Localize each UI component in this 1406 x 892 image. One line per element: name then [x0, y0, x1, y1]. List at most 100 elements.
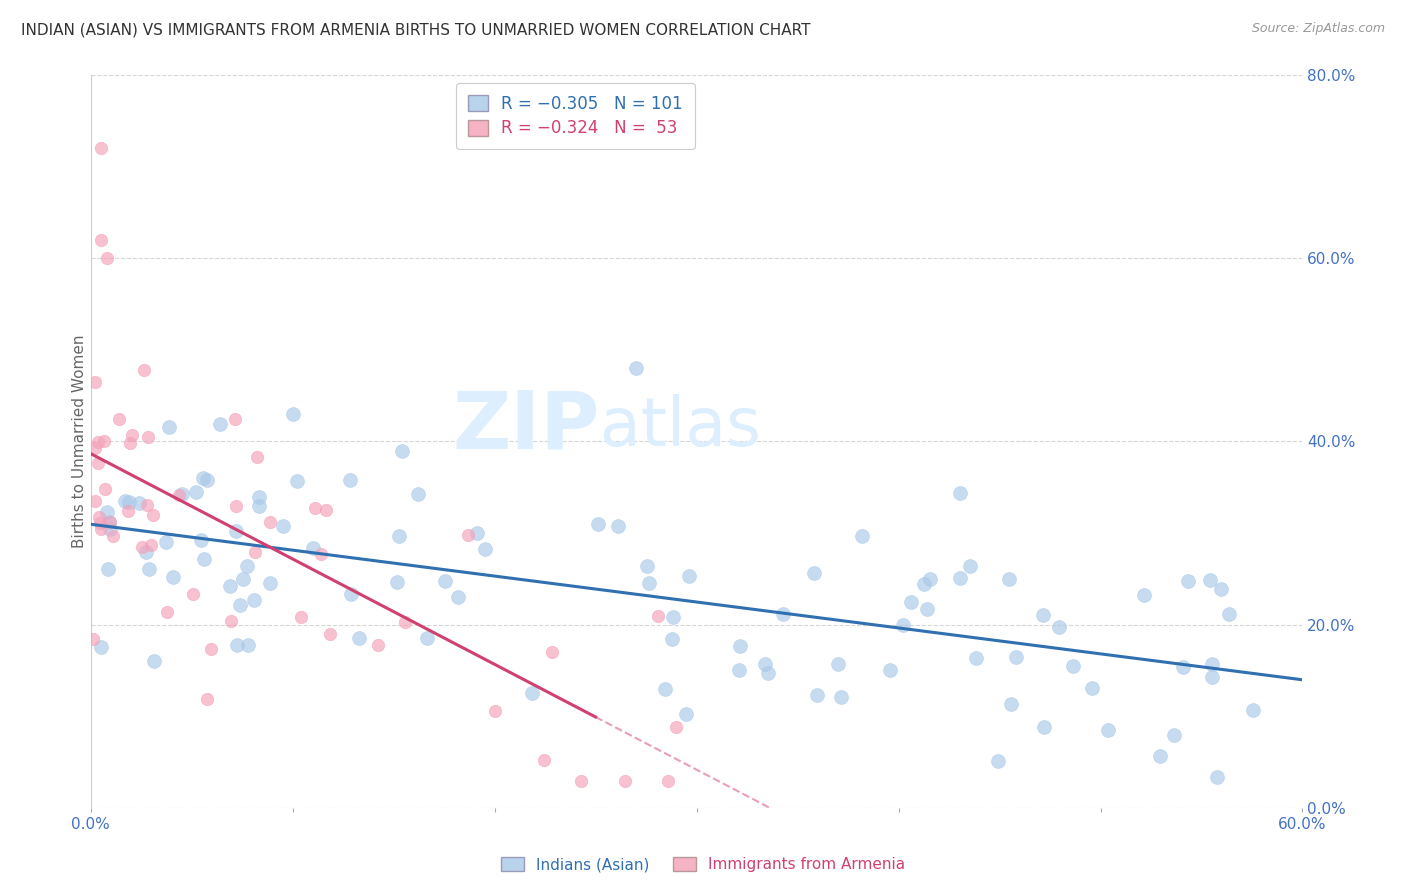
Point	[638, 576, 661, 591]
Point	[97, 561, 120, 575]
Text: Source: ZipAtlas.com: Source: ZipAtlas.com	[1251, 22, 1385, 36]
Point	[1032, 720, 1054, 734]
Text: INDIAN (ASIAN) VS IMMIGRANTS FROM ARMENIA BIRTHS TO UNMARRIED WOMEN CORRELATION : INDIAN (ASIAN) VS IMMIGRANTS FROM ARMENI…	[21, 22, 811, 37]
Legend: Indians (Asian), Immigrants from Armenia: Indians (Asian), Immigrants from Armenia	[494, 849, 912, 880]
Point	[1177, 574, 1199, 589]
Point	[830, 690, 852, 705]
Point	[83, 441, 105, 455]
Point	[484, 705, 506, 719]
Y-axis label: Births to Unmarried Women: Births to Unmarried Women	[72, 334, 87, 549]
Point	[131, 540, 153, 554]
Point	[90, 640, 112, 655]
Point	[949, 485, 972, 500]
Point	[90, 141, 112, 155]
Point	[87, 434, 110, 449]
Point	[155, 534, 177, 549]
Point	[987, 755, 1010, 769]
Point	[912, 577, 935, 591]
Point	[1000, 697, 1022, 711]
Point	[98, 522, 121, 536]
Point	[232, 572, 254, 586]
Point	[434, 574, 457, 588]
Point	[998, 572, 1021, 586]
Point	[259, 515, 281, 529]
Point	[406, 486, 429, 500]
Point	[128, 496, 150, 510]
Point	[569, 773, 592, 788]
Point	[920, 572, 942, 586]
Point	[162, 570, 184, 584]
Point	[108, 412, 131, 426]
Point	[675, 706, 697, 721]
Point	[661, 632, 683, 646]
Point	[394, 615, 416, 629]
Legend: R = −0.305   N = 101, R = −0.324   N =  53: R = −0.305 N = 101, R = −0.324 N = 53	[456, 83, 695, 149]
Point	[243, 592, 266, 607]
Point	[96, 505, 118, 519]
Text: ZIP: ZIP	[453, 388, 599, 466]
Point	[259, 575, 281, 590]
Point	[851, 529, 873, 543]
Point	[236, 559, 259, 574]
Point	[181, 587, 204, 601]
Point	[1201, 669, 1223, 683]
Point	[97, 515, 120, 529]
Point	[1032, 608, 1054, 623]
Point	[219, 614, 242, 628]
Point	[1097, 723, 1119, 737]
Point	[136, 499, 159, 513]
Point	[1201, 657, 1223, 672]
Point	[457, 528, 479, 542]
Point	[195, 692, 218, 706]
Point	[678, 569, 700, 583]
Point	[93, 434, 115, 449]
Point	[90, 233, 112, 247]
Point	[1199, 573, 1222, 587]
Point	[120, 436, 142, 450]
Point	[465, 526, 488, 541]
Point	[224, 411, 246, 425]
Point	[416, 631, 439, 645]
Point	[82, 632, 104, 647]
Point	[1171, 659, 1194, 673]
Point	[94, 483, 117, 497]
Point	[540, 645, 562, 659]
Point	[533, 753, 555, 767]
Point	[247, 490, 270, 504]
Point	[228, 598, 250, 612]
Point	[118, 495, 141, 509]
Point	[387, 529, 409, 543]
Point	[190, 533, 212, 547]
Point	[98, 515, 121, 529]
Point	[225, 638, 247, 652]
Point	[139, 538, 162, 552]
Point	[657, 773, 679, 788]
Point	[728, 639, 751, 653]
Point	[155, 605, 177, 619]
Point	[1047, 620, 1070, 634]
Point	[315, 503, 337, 517]
Point	[193, 552, 215, 566]
Point	[772, 607, 794, 621]
Point	[806, 688, 828, 702]
Point	[309, 547, 332, 561]
Point	[304, 501, 326, 516]
Point	[1241, 703, 1264, 717]
Point	[247, 500, 270, 514]
Point	[965, 650, 987, 665]
Point	[167, 487, 190, 501]
Point	[1081, 681, 1104, 695]
Point	[340, 587, 363, 601]
Point	[664, 720, 686, 734]
Point	[121, 427, 143, 442]
Point	[142, 508, 165, 522]
Point	[281, 407, 304, 421]
Point	[101, 529, 124, 543]
Point	[219, 579, 242, 593]
Point	[208, 417, 231, 431]
Point	[754, 657, 776, 671]
Point	[339, 473, 361, 487]
Point	[302, 541, 325, 555]
Point	[225, 499, 247, 513]
Point	[827, 657, 849, 671]
